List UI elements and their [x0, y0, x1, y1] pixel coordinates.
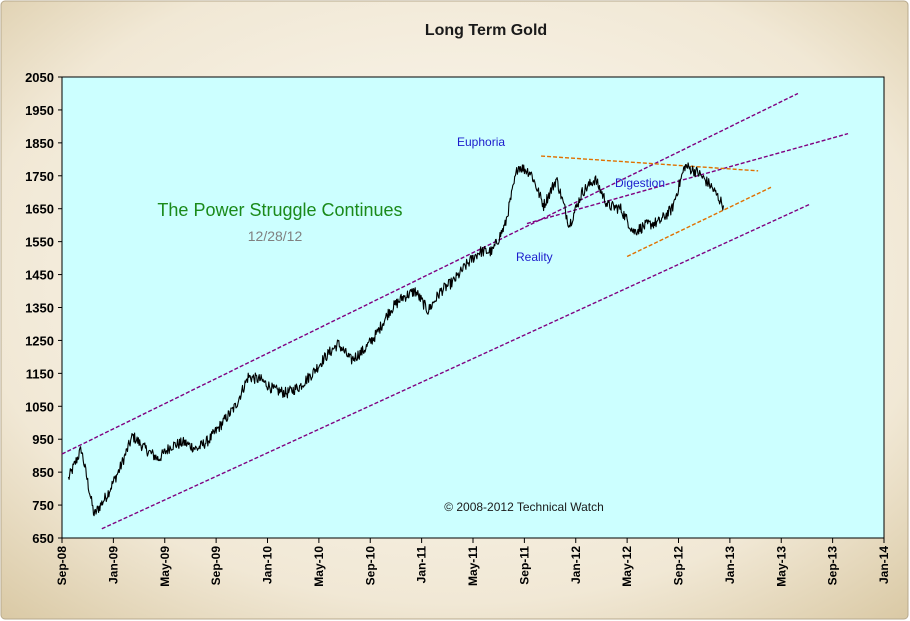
x-tick-label: May-10 — [312, 546, 326, 587]
y-tick-label: 650 — [32, 531, 54, 546]
plot-area — [61, 76, 885, 539]
y-tick-label: 750 — [32, 498, 54, 513]
x-tick-label: Jan-10 — [261, 546, 275, 584]
copyright-annotation: © 2008-2012 Technical Watch — [444, 500, 604, 514]
x-tick-label: Jan-11 — [415, 546, 429, 584]
x-tick-label: May-13 — [774, 546, 788, 587]
chart-title: Long Term Gold — [425, 22, 547, 39]
x-tick-label: Sep-09 — [209, 546, 223, 586]
y-tick-label: 2050 — [25, 70, 54, 85]
y-axis: 650 750 850 950 1050 1150 1250 1350 1450 1550 1650… — [25, 70, 62, 546]
x-tick-label: Sep-12 — [672, 546, 686, 586]
euphoria-annotation: Euphoria — [457, 135, 505, 149]
x-tick-label: Sep-08 — [55, 546, 69, 586]
y-tick-label: 950 — [32, 432, 54, 447]
x-tick-label: May-09 — [158, 546, 172, 587]
y-tick-label: 1550 — [25, 235, 54, 250]
x-tick-label: May-12 — [620, 546, 634, 587]
headline-annotation: The Power Struggle Continues — [157, 200, 402, 220]
y-tick-label: 1850 — [25, 136, 54, 151]
y-tick-label: 1650 — [25, 202, 54, 217]
triangle-lower-line — [626, 186, 772, 258]
x-tick-label: Sep-11 — [517, 546, 531, 585]
y-tick-label: 1450 — [25, 268, 54, 283]
x-tick-label: Jan-12 — [569, 546, 583, 584]
date-annotation: 12/28/12 — [248, 228, 303, 244]
x-tick-label: Jan-13 — [723, 546, 737, 584]
lower-channel-line — [101, 203, 812, 530]
middle-channel-line — [526, 132, 849, 225]
triangle-upper-line — [541, 155, 759, 172]
y-tick-label: 1950 — [25, 103, 54, 118]
y-tick-label: 850 — [32, 465, 54, 480]
upper-channel-line — [61, 92, 799, 455]
y-tick-label: 1350 — [25, 301, 54, 316]
x-tick-label: Sep-13 — [826, 546, 840, 586]
x-tick-label: May-11 — [466, 546, 480, 586]
x-axis: Sep-08 Jan-09 May-09 Sep-09 Jan-10 May-10 Sep-… — [55, 538, 891, 587]
x-tick-label: Jan-09 — [106, 546, 120, 584]
y-tick-label: 1050 — [25, 399, 54, 414]
reality-annotation: Reality — [516, 250, 553, 264]
y-tick-label: 1150 — [26, 366, 54, 381]
y-tick-label: 1750 — [25, 169, 54, 184]
x-tick-label: Sep-10 — [363, 546, 377, 586]
y-tick-label: 1250 — [25, 333, 54, 348]
x-tick-label: Jan-14 — [877, 546, 891, 584]
digestion-annotation: Digestion — [615, 176, 665, 190]
trend-lines — [61, 92, 849, 530]
gold-price-line — [67, 162, 725, 517]
